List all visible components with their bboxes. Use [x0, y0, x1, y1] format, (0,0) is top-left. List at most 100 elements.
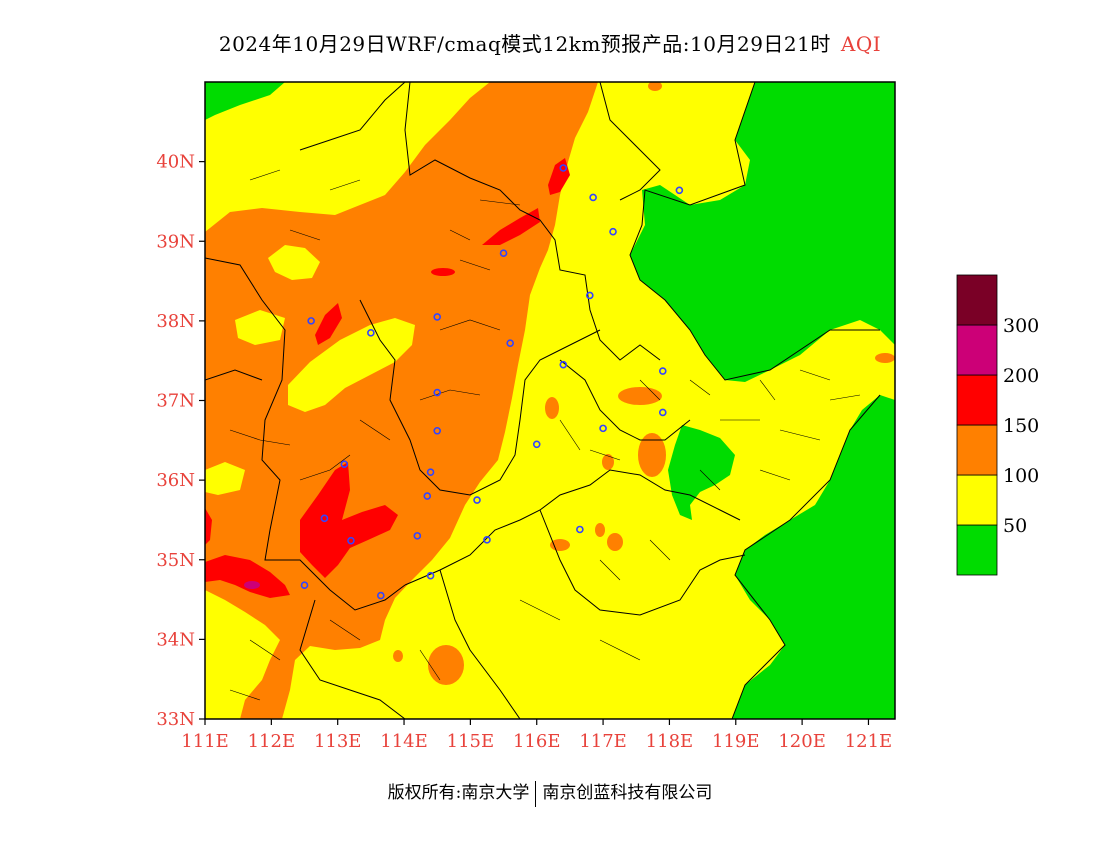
legend-label: 50 — [1003, 515, 1027, 537]
lon-tick-label: 112E — [248, 731, 296, 752]
monitoring-station-marker — [307, 317, 315, 325]
monitoring-station-marker — [433, 313, 442, 321]
lon-tick-label: 120E — [778, 731, 826, 752]
legend-label: 100 — [1003, 465, 1039, 487]
monitoring-station-marker — [559, 164, 568, 172]
legend-swatch — [956, 374, 998, 426]
lon-tick-label: 113E — [314, 731, 362, 752]
aqi-band-50-100-hole-1 — [288, 318, 415, 412]
province-boundary — [599, 82, 661, 201]
monitoring-station-marker — [675, 186, 684, 195]
province-boundary — [205, 257, 406, 611]
monitoring-station-marker — [658, 408, 667, 417]
aqi-field — [205, 82, 895, 719]
monitoring-station-marker — [532, 440, 541, 449]
aqi-band-lt50-inland — [668, 425, 735, 520]
monitoring-station-marker — [506, 339, 514, 347]
province-boundary — [205, 369, 263, 381]
monitoring-station-marker — [586, 291, 594, 300]
province-boundary — [404, 82, 661, 361]
lat-tick-label: 40N — [156, 152, 195, 173]
lat-tick-label: 34N — [156, 629, 195, 650]
map-axes: 111E 112E 113E 114E 115E 116E 117E 118E 119E 120E… — [156, 152, 892, 752]
copyright-right: 南京创蓝科技有限公司 — [542, 783, 713, 803]
title-variable: AQI — [840, 32, 882, 56]
aqi-band-150-200-edge — [205, 508, 212, 545]
aqi-spot-100-150 — [393, 650, 403, 662]
province-boundary — [299, 82, 406, 151]
monitoring-station-marker — [377, 591, 385, 600]
monitoring-station-marker — [499, 249, 508, 257]
legend-label: 150 — [1003, 415, 1039, 437]
monitoring-station-marker — [413, 532, 422, 540]
lon-tick-label: 118E — [646, 731, 694, 752]
aqi-band-lt50-east-sea — [732, 82, 895, 719]
aqi-band-150-200-north — [431, 268, 455, 276]
aqi-band-lt50-bohai — [630, 82, 895, 382]
aqi-band-50-100-hole-3 — [235, 310, 285, 345]
lon-tick-label: 121E — [845, 731, 893, 752]
monitoring-station-marker — [589, 193, 597, 202]
province-boundary — [299, 599, 406, 719]
province-boundary — [539, 509, 746, 616]
lon-tick-label: 117E — [579, 731, 627, 752]
lon-tick-label: 119E — [712, 731, 760, 752]
monitoring-station-marker — [320, 514, 329, 523]
aqi-spot-100-150 — [607, 533, 623, 551]
province-boundary — [439, 569, 521, 719]
lon-tick-label: 116E — [513, 731, 561, 752]
aqi-band-150-200-north — [315, 303, 342, 345]
lat-tick-label: 36N — [156, 470, 195, 491]
copyright-separator — [535, 780, 537, 807]
legend-swatch — [956, 274, 998, 326]
aqi-band-50-100-hole-2 — [268, 245, 320, 280]
lat-tick-label: 33N — [156, 709, 195, 730]
aqi-spot-100-150 — [545, 397, 559, 419]
coastline — [629, 82, 880, 381]
monitoring-station-marker — [658, 367, 667, 375]
monitoring-station-marker — [433, 388, 442, 397]
province-boundary — [404, 469, 741, 586]
aqi-band-150-200-north — [548, 158, 570, 195]
aqi-band-200-300 — [244, 581, 260, 589]
legend-swatch — [956, 524, 998, 576]
title-main: 2024年10月29日WRF/cmaq模式12km预报产品:10月29日21时 — [218, 32, 831, 56]
aqi-spot-100-150 — [595, 523, 605, 537]
legend-swatch — [956, 424, 998, 476]
aqi-spot-100-150 — [602, 454, 614, 470]
lat-tick-label: 37N — [156, 391, 195, 412]
lon-tick-label: 115E — [447, 731, 495, 752]
map-title: 2024年10月29日WRF/cmaq模式12km预报产品:10月29日21时 A… — [0, 28, 1100, 57]
lon-tick-label: 114E — [380, 731, 428, 752]
lat-tick-label: 35N — [156, 550, 195, 571]
monitoring-station-marker — [300, 581, 309, 590]
legend-label: 300 — [1003, 315, 1039, 337]
copyright: 版权所有:南京大学 南京创蓝科技有限公司 — [0, 778, 1100, 807]
aqi-band-50-100-hole-4 — [205, 462, 245, 495]
aqi-spot-100-150 — [875, 353, 895, 363]
monitoring-station-marker — [426, 571, 435, 580]
monitoring-station-marker — [599, 424, 607, 433]
monitoring-station-marker — [609, 227, 617, 236]
aqi-band-150-200-south — [300, 462, 398, 578]
monitoring-station-marker — [433, 426, 442, 435]
monitoring-station-marker — [423, 492, 432, 500]
legend-label: 200 — [1003, 365, 1039, 387]
legend-swatch — [956, 324, 998, 376]
lat-tick-label: 39N — [156, 231, 195, 252]
monitoring-station-marker — [347, 536, 355, 545]
monitoring-station-marker — [483, 536, 491, 544]
aqi-spot-100-150 — [428, 645, 464, 685]
admin-boundaries — [205, 82, 881, 719]
aqi-spot-100-150 — [638, 433, 666, 477]
aqi-spot-100-150 — [648, 82, 662, 91]
lon-tick-label: 111E — [181, 731, 229, 752]
monitoring-station-marker — [473, 496, 481, 504]
aqi-spot-100-150 — [550, 539, 570, 551]
province-boundary — [359, 299, 601, 496]
copyright-left: 版权所有:南京大学 — [387, 783, 530, 803]
monitoring-station-marker — [426, 468, 435, 476]
aqi-band-lt50-northwest — [205, 82, 285, 120]
monitoring-station-marker — [340, 460, 349, 469]
